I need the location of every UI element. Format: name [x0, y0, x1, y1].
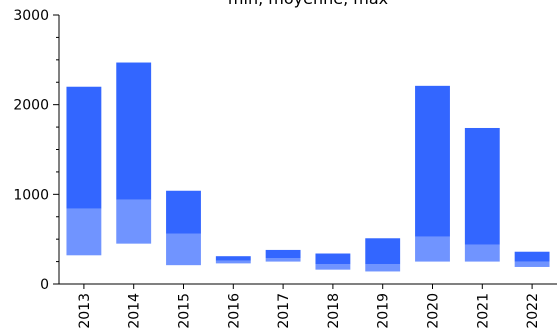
bar-lower-2022 [514, 261, 550, 267]
x-tick-label: 2020 [426, 293, 442, 329]
x-tick-label: 2014 [127, 293, 143, 329]
bar-lower-2018 [315, 264, 351, 270]
bar-lower-2014 [116, 199, 152, 244]
axes-group: 2013 2014 2015 2016 2017 2018 2019 2020 2021 2022… [13, 8, 557, 329]
bar-lower-2013 [66, 208, 102, 256]
x-tick-label: 2016 [226, 293, 242, 329]
bar-upper-2016 [215, 256, 251, 261]
x-tick-label: 2021 [475, 293, 491, 329]
chart-title: min, moyenne, max [228, 0, 388, 8]
x-tick-label: 2017 [276, 293, 292, 329]
x-tick-label: 2018 [326, 293, 342, 329]
bar-upper-2020 [415, 85, 450, 237]
bar-lower-2021 [464, 244, 500, 262]
x-tick-label: 2015 [177, 293, 193, 329]
x-tick-label: 2022 [525, 293, 541, 329]
bar-upper-2014 [116, 62, 152, 200]
bar-upper-2022 [514, 251, 550, 262]
bar-upper-2019 [365, 238, 401, 265]
bar-upper-2017 [265, 249, 301, 258]
bar-upper-2015 [166, 190, 201, 234]
bar-upper-2018 [315, 253, 351, 265]
bar-lower-2017 [265, 257, 301, 262]
x-tick-label: 2013 [77, 293, 93, 329]
y-tick-label: 3000 [13, 8, 49, 24]
y-tick-label: 2000 [13, 98, 49, 114]
x-tick-label: 2019 [376, 293, 392, 329]
bars-group [66, 62, 550, 272]
bar-lower-2015 [166, 233, 201, 266]
y-tick-label: 1000 [13, 187, 49, 203]
bar-upper-2021 [464, 127, 500, 245]
bar-lower-2016 [215, 260, 251, 264]
bar-lower-2020 [415, 236, 450, 262]
bar-lower-2019 [365, 264, 401, 272]
y-tick-label: 0 [40, 277, 49, 293]
bar-upper-2013 [66, 86, 102, 209]
